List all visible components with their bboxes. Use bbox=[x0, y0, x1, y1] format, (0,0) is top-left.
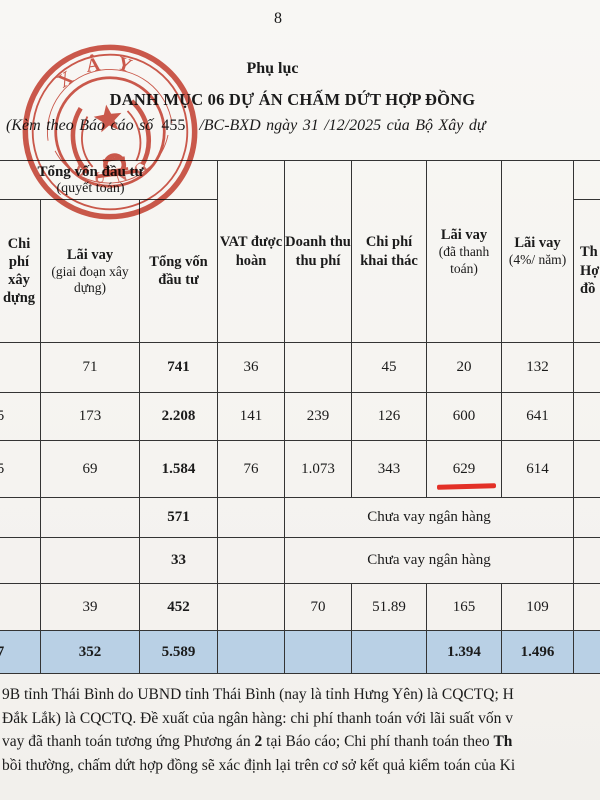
footnotes: 9B tỉnh Thái Bình do UBND tỉnh Thái Bình… bbox=[2, 683, 600, 777]
table-cell: 352 bbox=[40, 630, 140, 674]
subtitle-pre: (Kèm theo Báo cáo số bbox=[6, 117, 154, 134]
table-cell bbox=[284, 630, 353, 674]
table-cell: 1.584 bbox=[138, 440, 219, 498]
col-header-right-clipped: Th Hợ đồ bbox=[573, 199, 600, 343]
col-header-interest-construction: Lãi vay (giai đoạn xây dựng) bbox=[40, 199, 140, 343]
table-cell: 7 bbox=[573, 583, 600, 631]
stamp-emblem-wreath-icon bbox=[70, 99, 151, 174]
table-cell: 7.9 bbox=[573, 630, 600, 674]
table-cell: 69 bbox=[40, 440, 140, 498]
table-row: 3 33 Chưa vay ngân hàng 3 bbox=[0, 537, 600, 584]
table-cell: 1.073 bbox=[284, 440, 353, 498]
table-cell: 2. bbox=[573, 440, 600, 498]
col-header-total-investment: Tổng vốn đầu tư bbox=[138, 199, 219, 343]
note-line-2: Đắk Lắk) là CQCTQ. Đề xuất của ngân hàng… bbox=[2, 709, 513, 727]
table-row: 70 71 741 36 45 20 132 1. bbox=[0, 342, 600, 393]
table-cell bbox=[40, 497, 140, 538]
table-row: 035 173 2.208 141 239 126 600 641 3. bbox=[0, 392, 600, 441]
col-header-toll-revenue: Doanh thu thu phí bbox=[284, 160, 353, 343]
table-cell: 5.589 bbox=[138, 630, 219, 674]
table-cell: 71 bbox=[0, 497, 41, 538]
col-header-interest-paid: Lãi vay (đã thanh toán) bbox=[426, 160, 503, 343]
table-cell: 239 bbox=[284, 392, 353, 441]
doc-title: DANH MỤC 06 DỰ ÁN CHẤM DỨT HỢP ĐỒNG bbox=[109, 90, 476, 109]
note-line-4: bồi thường, chấm dứt hợp đồng sẽ xác địn… bbox=[2, 756, 516, 774]
no-bank-loan-merged-cell: Chưa vay ngân hàng bbox=[284, 537, 575, 584]
subtitle-post: /BC-BXD ngày 31 /12/2025 của Bộ Xây dự bbox=[199, 117, 486, 134]
note-line-1: 9B tỉnh Thái Bình do UBND tỉnh Thái Bình… bbox=[2, 686, 514, 703]
table-cell: 641 bbox=[501, 392, 575, 441]
table-cell: 76 bbox=[217, 440, 286, 498]
table-cell: 741 bbox=[138, 342, 219, 393]
table-cell: 71 bbox=[40, 342, 140, 393]
official-red-stamp: XÂY DỰNG bbox=[22, 44, 198, 220]
table-cell: 33 bbox=[138, 537, 219, 584]
table-cell: 6 bbox=[573, 497, 600, 538]
col-header-interest-4pct: Lãi vay (4%/ năm) bbox=[501, 160, 575, 343]
note-line-3: vay đã thanh toán tương ứng Phương án 2 … bbox=[2, 733, 513, 750]
doc-subtitle: (Kèm theo Báo cáo số 455/BC-BXD ngày 31 /… bbox=[6, 117, 486, 135]
table-cell: 45 bbox=[351, 342, 428, 393]
table-cell: 3 bbox=[573, 537, 600, 584]
table-cell: 20 bbox=[426, 342, 503, 393]
table-cell: 600 bbox=[426, 392, 503, 441]
table-cell: 173 bbox=[40, 392, 140, 441]
table-row: 71 571 Chưa vay ngân hàng 6 bbox=[0, 497, 600, 538]
table-cell: 132 bbox=[501, 342, 575, 393]
table-total-row: 237 352 5.589 1.394 1.496 7.9 bbox=[0, 630, 600, 674]
table-cell bbox=[284, 342, 353, 393]
table-cell: 13 bbox=[0, 583, 41, 631]
table-cell: 51.89 bbox=[351, 583, 428, 631]
group-header-right-clipped bbox=[573, 160, 600, 200]
contract-termination-table: Tổng vốn đầu tư (quyết toán) VAT được ho… bbox=[0, 160, 600, 674]
table-cell bbox=[217, 497, 286, 538]
stamp-emblem-gear-icon bbox=[95, 153, 137, 179]
table-cell: 70 bbox=[0, 342, 41, 393]
col-header-vat: VAT được hoàn bbox=[217, 160, 286, 343]
table-cell bbox=[217, 537, 286, 584]
table-cell: 1.394 bbox=[426, 630, 503, 674]
table-cell bbox=[217, 583, 286, 631]
table-cell: 035 bbox=[0, 392, 41, 441]
page-number: 8 bbox=[274, 10, 282, 27]
report-number: 455 bbox=[161, 117, 186, 134]
table-cell bbox=[40, 537, 140, 584]
table-cell: 1. bbox=[573, 342, 600, 393]
table-cell: 1.496 bbox=[501, 630, 575, 674]
table-cell: 165 bbox=[426, 583, 503, 631]
appendix-label: Phụ lục bbox=[246, 60, 299, 77]
stamp-emblem-star-icon bbox=[93, 104, 122, 133]
table-cell: 39 bbox=[40, 583, 140, 631]
table-cell: 141 bbox=[217, 392, 286, 441]
no-bank-loan-merged-cell: Chưa vay ngân hàng bbox=[284, 497, 575, 538]
table-cell: 614 bbox=[501, 440, 575, 498]
table-cell: 3. bbox=[573, 392, 600, 441]
table-cell bbox=[351, 630, 428, 674]
table-cell: 2.208 bbox=[138, 392, 219, 441]
table-row: 515 69 1.584 76 1.073 343 629 614 2. bbox=[0, 440, 600, 498]
col-header-operating-cost: Chi phí khai thác bbox=[351, 160, 428, 343]
table-cell: 3 bbox=[0, 537, 41, 584]
table-cell: 70 bbox=[284, 583, 353, 631]
table-cell: 126 bbox=[351, 392, 428, 441]
table-cell bbox=[217, 630, 286, 674]
table-cell: 237 bbox=[0, 630, 41, 674]
table-cell: 515 bbox=[0, 440, 41, 498]
table-header-row: Chi phí xây dựng Lãi vay (giai đoạn xây … bbox=[0, 199, 600, 343]
table-cell: 36 bbox=[217, 342, 286, 393]
table-cell: 571 bbox=[138, 497, 219, 538]
table-cell: 452 bbox=[138, 583, 219, 631]
table-row: 13 39 452 70 51.89 165 109 7 bbox=[0, 583, 600, 631]
table-cell: 109 bbox=[501, 583, 575, 631]
table-cell: 343 bbox=[351, 440, 428, 498]
